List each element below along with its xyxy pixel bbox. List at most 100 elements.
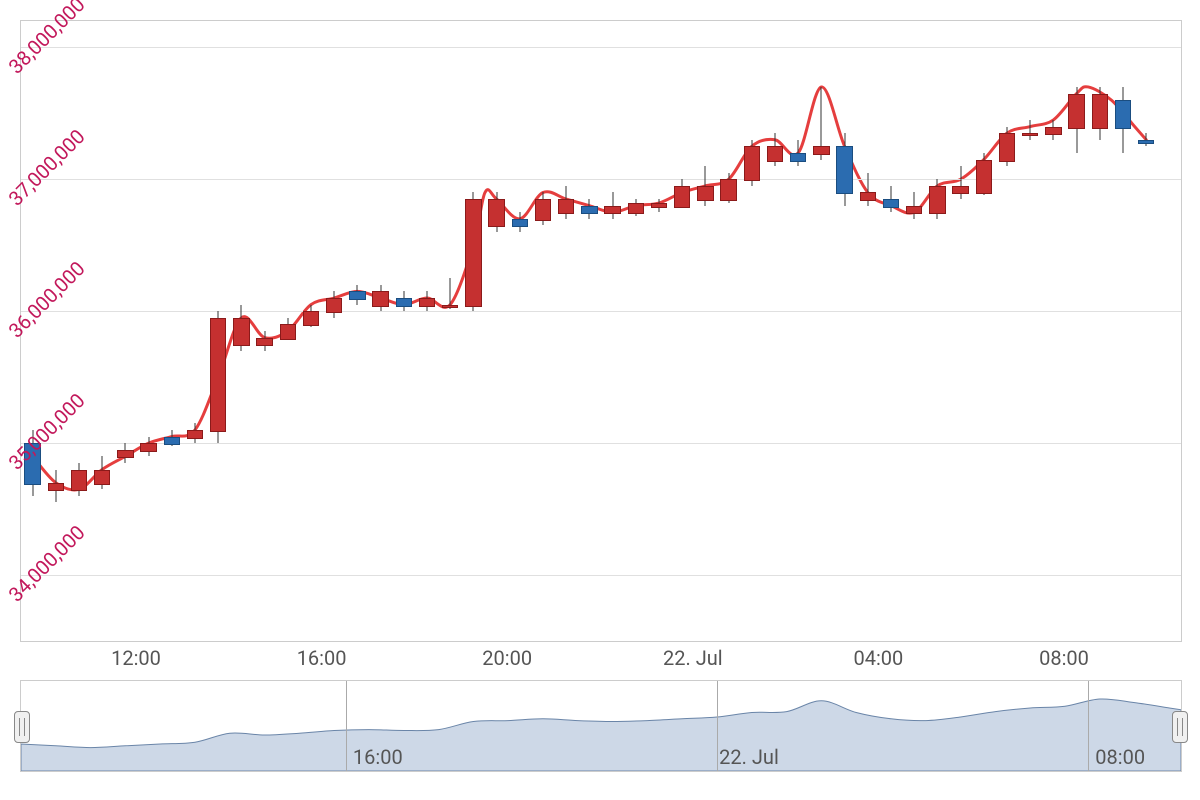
candle-body [140, 443, 156, 452]
candle[interactable] [303, 21, 319, 641]
candle[interactable] [372, 21, 388, 641]
candle[interactable] [999, 21, 1015, 641]
x-axis-label: 12:00 [111, 646, 161, 670]
candle[interactable] [94, 21, 110, 641]
candle[interactable] [187, 21, 203, 641]
candle-body [349, 291, 365, 300]
x-axis-label: 22. Jul [663, 646, 723, 670]
candle[interactable] [512, 21, 528, 641]
candle-body [767, 146, 783, 161]
candle-body [929, 186, 945, 214]
candle[interactable] [396, 21, 412, 641]
candle[interactable] [1045, 21, 1061, 641]
candle[interactable] [906, 21, 922, 641]
navigator-label: 22. Jul [719, 745, 779, 769]
candle-body [280, 324, 296, 339]
candle[interactable] [233, 21, 249, 641]
candle[interactable] [767, 21, 783, 641]
candle[interactable] [720, 21, 736, 641]
candle[interactable] [117, 21, 133, 641]
candle[interactable] [442, 21, 458, 641]
x-axis-label: 08:00 [1039, 646, 1089, 670]
candle[interactable] [929, 21, 945, 641]
candle-body [465, 199, 481, 307]
candle[interactable] [604, 21, 620, 641]
candle[interactable] [836, 21, 852, 641]
candle-body [187, 430, 203, 439]
candle-body [860, 192, 876, 201]
candle[interactable] [697, 21, 713, 641]
candle[interactable] [1115, 21, 1131, 641]
candle[interactable] [651, 21, 667, 641]
candle[interactable] [581, 21, 597, 641]
candle-body [1138, 140, 1154, 145]
candle[interactable] [674, 21, 690, 641]
candle-body [1068, 94, 1084, 129]
candle[interactable] [140, 21, 156, 641]
candle-body [164, 437, 180, 446]
candle-body [396, 298, 412, 307]
candle[interactable] [326, 21, 342, 641]
x-axis-label: 16:00 [297, 646, 347, 670]
candle[interactable] [1092, 21, 1108, 641]
candle[interactable] [952, 21, 968, 641]
candle-body [372, 291, 388, 306]
candle-body [906, 206, 922, 215]
candle-body [952, 186, 968, 195]
candle-body [210, 318, 226, 432]
candle[interactable] [744, 21, 760, 641]
navigator-panel[interactable]: 16:0022. Jul08:00 [20, 680, 1182, 772]
candle-body [744, 146, 760, 181]
candle[interactable] [558, 21, 574, 641]
candle-body [419, 298, 435, 307]
candle-body [117, 450, 133, 459]
candle[interactable] [349, 21, 365, 641]
candle-body [1115, 100, 1131, 128]
candle[interactable] [164, 21, 180, 641]
candle-body [303, 311, 319, 326]
candle[interactable] [535, 21, 551, 641]
navigator-gridline [717, 681, 718, 771]
candle[interactable] [488, 21, 504, 641]
candlestick-chart[interactable] [20, 20, 1182, 642]
candle[interactable] [976, 21, 992, 641]
candle-body [674, 186, 690, 208]
candle-body [813, 146, 829, 155]
navigator-gridline [1088, 681, 1089, 771]
candle-body [94, 470, 110, 485]
candle[interactable] [1022, 21, 1038, 641]
candle[interactable] [465, 21, 481, 641]
candle[interactable] [860, 21, 876, 641]
candle[interactable] [813, 21, 829, 641]
candle[interactable] [790, 21, 806, 641]
candle[interactable] [256, 21, 272, 641]
candle-body [233, 318, 249, 346]
candle[interactable] [883, 21, 899, 641]
candle-body [488, 199, 504, 227]
candle-body [883, 199, 899, 208]
candle[interactable] [419, 21, 435, 641]
x-axis-label: 20:00 [482, 646, 532, 670]
candle[interactable] [1138, 21, 1154, 641]
candle-body [790, 153, 806, 162]
candle-body [48, 483, 64, 492]
candle-body [442, 305, 458, 308]
candle[interactable] [628, 21, 644, 641]
candle-body [71, 470, 87, 492]
candle-body [512, 219, 528, 228]
candle-body [720, 179, 736, 201]
candle-body [628, 203, 644, 214]
candle-body [256, 338, 272, 347]
candle[interactable] [210, 21, 226, 641]
navigator-label: 16:00 [353, 745, 403, 769]
candle[interactable] [280, 21, 296, 641]
navigator-handle-right[interactable] [1172, 711, 1188, 743]
x-axis-label: 04:00 [853, 646, 903, 670]
candle-body [697, 186, 713, 201]
candle-body [976, 160, 992, 195]
candle-body [836, 146, 852, 194]
candle[interactable] [1068, 21, 1084, 641]
navigator-handle-left[interactable] [14, 711, 30, 743]
navigator-gridline [346, 681, 347, 771]
navigator-area-path [21, 699, 1181, 771]
